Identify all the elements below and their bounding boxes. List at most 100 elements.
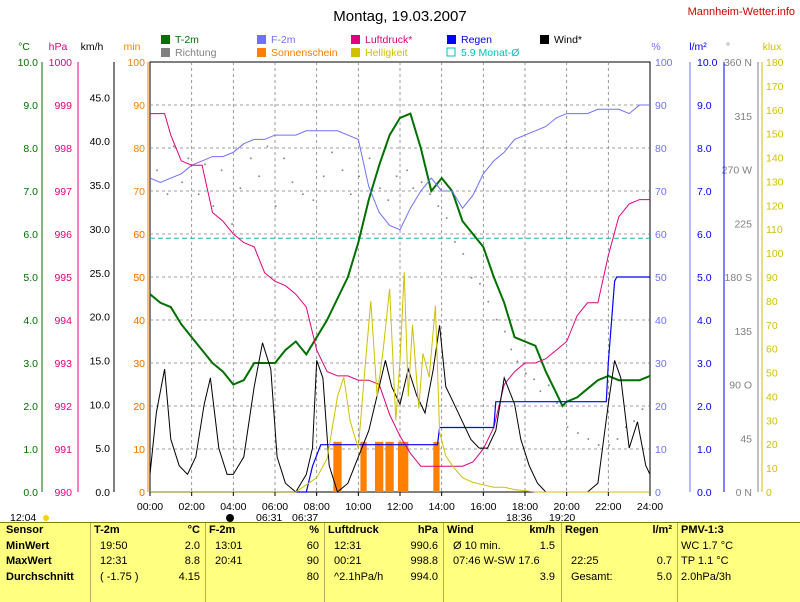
temp-axis-tick: 0.0: [23, 487, 38, 499]
direction-point: [525, 372, 527, 375]
direction-point: [539, 390, 542, 393]
humidity-axis-tick: 90: [655, 100, 667, 112]
summary-column: T-2m °C 19:50 2.0 12:31 8.8 ( -1.75 ) 4.15: [94, 523, 200, 585]
direction-point: [181, 181, 183, 184]
summary-cell: 00:21 998.8: [334, 555, 438, 567]
direction-point: [187, 157, 190, 160]
direction-point: [172, 145, 175, 148]
brightness-axis-tick: 30: [766, 415, 778, 427]
brightness-axis-tick: 140: [766, 153, 784, 165]
rain-axis-tick: 4.0: [697, 315, 712, 327]
direction-point: [516, 360, 519, 363]
humidity-axis-tick: 70: [655, 186, 667, 198]
summary-header: Wind km/h: [447, 524, 555, 536]
summary-cell: Durchschnitt: [6, 570, 74, 583]
wind-axis-tick: 5.0: [95, 443, 110, 455]
sunshine-axis-upper-tick: 20: [133, 401, 145, 413]
sunshine-bar: [397, 441, 409, 492]
direction-point: [220, 169, 223, 172]
sunshine-bar: [433, 441, 440, 492]
sunshine-axis-tick: 10: [133, 444, 145, 456]
x-tick-label: 06:00: [262, 501, 288, 513]
direction-axis-tick: 180 S: [725, 272, 752, 284]
direction-point: [470, 277, 473, 279]
brightness-axis-tick: 0: [766, 487, 772, 499]
direction-axis-tick: 45: [740, 433, 752, 445]
summary-cell: Ø 10 min. 1.5: [453, 539, 555, 552]
legend-swatch: [161, 48, 170, 57]
x-tick-label: 04:00: [220, 501, 246, 513]
sunshine-bar: [333, 441, 342, 492]
legend-label: Luftdruck*: [365, 34, 412, 46]
rain-axis-tick: 10.0: [697, 57, 718, 69]
summary-cell: 12:31 990.6: [334, 539, 438, 552]
humidity-axis-tick: 30: [655, 358, 667, 370]
summary-cell: 12:31 8.8: [100, 555, 200, 567]
axis-unit-direction: °: [726, 41, 730, 53]
direction-point: [395, 175, 398, 178]
humidity-axis-tick: 100: [655, 57, 673, 69]
direction-point: [587, 438, 590, 440]
legend-swatch: [351, 48, 360, 57]
rain-axis-tick: 9.0: [697, 100, 712, 112]
series-line-t2m: [149, 112, 651, 408]
direction-point: [231, 223, 233, 225]
direction-point: [341, 169, 344, 172]
legend-label: Sonnenschein: [271, 47, 338, 59]
pressure-axis-tick: 996: [54, 229, 72, 241]
direction-point: [504, 330, 506, 333]
summary-column: Sensor MinWert MaxWert Durchschnitt: [6, 523, 90, 585]
direction-point: [429, 193, 431, 195]
direction-point: [625, 426, 627, 428]
summary-cell: 20:41 90: [215, 555, 319, 567]
sunset-time: 18:36: [506, 512, 532, 524]
direction-point: [166, 193, 169, 195]
legend-label: Wind*: [554, 34, 582, 46]
x-tick-label: 12:00: [387, 501, 413, 513]
rain-axis-tick: 8.0: [697, 143, 712, 155]
sunshine-axis-upper-tick: 40: [133, 315, 145, 327]
axis-unit-pressure: hPa: [49, 41, 68, 53]
direction-point: [445, 217, 448, 219]
legend-label: 5.9 Monat-Ø: [461, 47, 519, 59]
humidity-axis-tick: 50: [655, 272, 667, 284]
brightness-axis-tick: 120: [766, 200, 784, 212]
axis-unit-brightness: klux: [763, 41, 782, 53]
x-tick-label: 10:00: [345, 501, 371, 513]
direction-point: [479, 282, 481, 285]
direction-point: [212, 205, 215, 207]
axis-unit-rain: l/m²: [689, 41, 707, 53]
temp-axis-tick: 3.0: [23, 358, 38, 370]
direction-axis-tick: 0 N: [736, 487, 752, 499]
summary-cell: TP 1.1 °C: [681, 555, 729, 567]
direction-axis-tick: 225: [734, 218, 752, 230]
summary-cell: WC 1.7 °C: [681, 539, 734, 552]
humidity-axis-tick: 20: [655, 401, 667, 413]
temp-axis-tick: 4.0: [23, 315, 38, 327]
sunshine-axis-tick: 50: [133, 272, 145, 284]
sunshine-bar: [385, 441, 394, 492]
summary-cell: 80: [306, 570, 319, 583]
brightness-axis-tick: 20: [766, 439, 778, 451]
brightness-axis-tick: 100: [766, 248, 784, 260]
direction-point: [322, 175, 325, 178]
brightness-axis-tick: 40: [766, 391, 778, 403]
direction-point: [266, 145, 269, 148]
x-tick-label: 16:00: [470, 501, 496, 513]
legend-swatch: [257, 35, 266, 44]
summary-cell: Gesamt: 5.0: [571, 570, 672, 583]
site-link[interactable]: Mannheim-Wetter.info: [688, 6, 795, 18]
legend-label: Helligkeit: [365, 47, 408, 59]
brightness-axis-tick: 110: [766, 224, 783, 236]
brightness-axis-tick: 10: [766, 463, 778, 475]
x-tick-label: 18:00: [512, 501, 538, 513]
summary-cell: 07:46 W-SW 17.6: [453, 555, 540, 567]
brightness-axis-tick: 50: [766, 368, 778, 380]
brightness-axis-tick: 80: [766, 296, 778, 308]
pressure-axis-tick: 994: [54, 315, 72, 327]
summary-cell: 19:50 2.0: [100, 539, 200, 552]
dawn-time: 06:37: [292, 512, 318, 524]
sunshine-axis-upper-tick: 70: [133, 186, 145, 198]
direction-point: [608, 444, 610, 446]
summary-cell: 22:25 0.7: [571, 555, 672, 567]
